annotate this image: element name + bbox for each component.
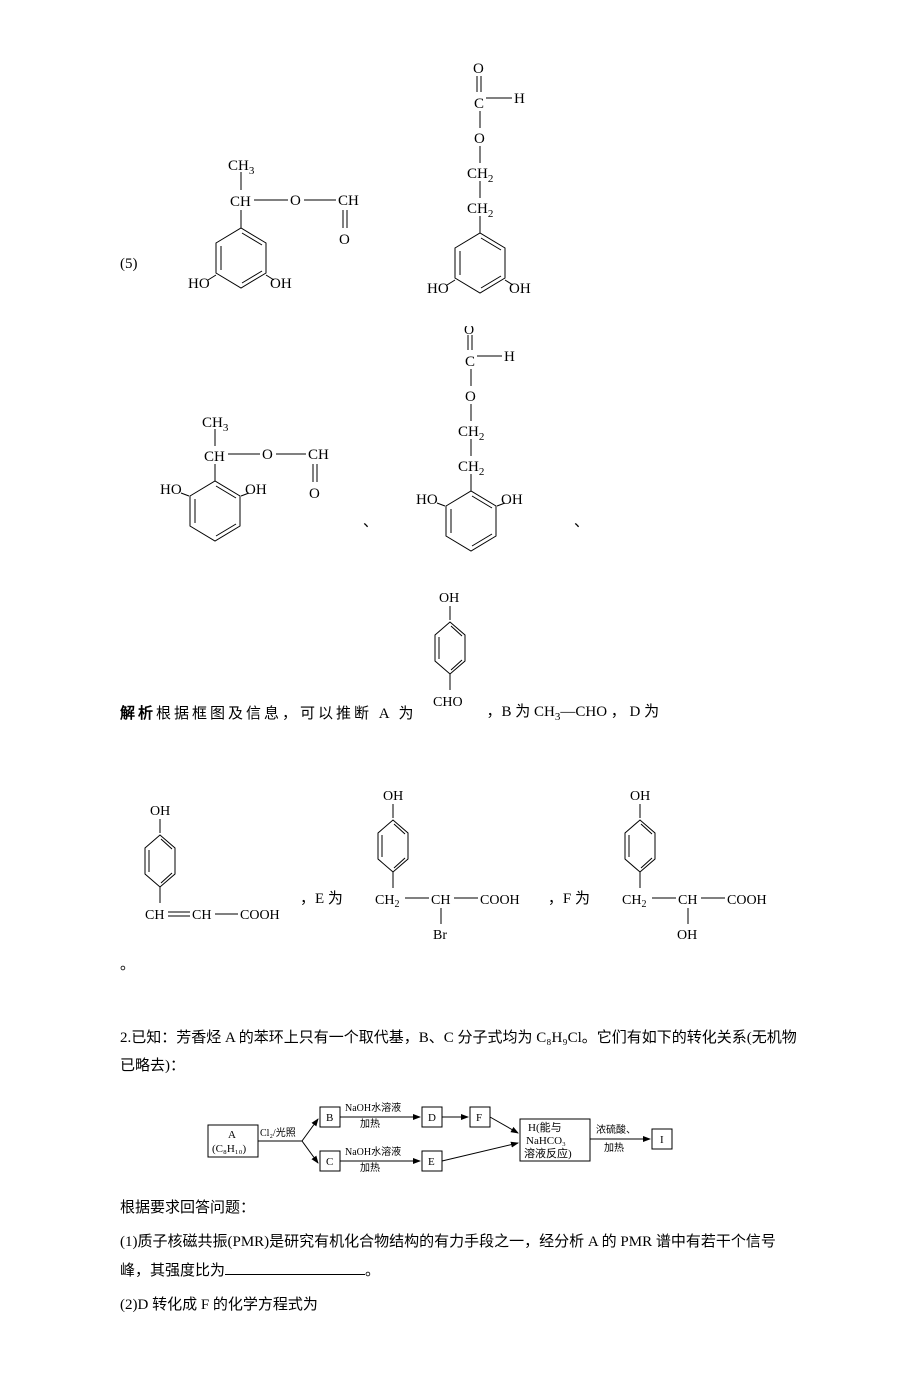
svg-text:B: B [326, 1112, 333, 1124]
svg-text:HO: HO [416, 492, 438, 508]
svg-text:C: C [474, 96, 484, 112]
svg-text:Cl₂/光照: Cl₂/光照 [260, 1126, 296, 1139]
molecule-3: HO OH CH CH3 O CH O [120, 401, 345, 576]
svg-text:CH: CH [204, 449, 225, 465]
svg-text:HO: HO [427, 281, 449, 297]
svg-text:OH: OH [270, 276, 292, 292]
molecule-A: OH CHO [417, 588, 487, 786]
svg-text:CH: CH [308, 447, 329, 463]
svg-text:CH2: CH2 [622, 893, 646, 910]
analysis-t5: 。 [120, 951, 135, 1018]
svg-text:CH: CH [678, 893, 697, 908]
svg-text:OH: OH [677, 928, 697, 943]
svg-text:O: O [474, 131, 485, 147]
svg-text:O: O [339, 232, 350, 248]
molecule-4: HO OH CH2 CH2 O C H O [396, 326, 556, 576]
sep-1 [361, 250, 401, 319]
svg-text:O: O [262, 447, 273, 463]
sep-2: 、 [345, 508, 396, 577]
svg-text:加热: 加热 [360, 1161, 380, 1174]
svg-text:H(能与: H(能与 [528, 1120, 562, 1134]
svg-text:OH: OH [501, 492, 523, 508]
svg-text:溶液反应): 溶液反应) [524, 1146, 572, 1160]
q2-p1a: (1)质子核磁共振(PMR)是研究有机化合物结构的有力手段之一，经分析 A 的 … [120, 1234, 776, 1279]
svg-text:HO: HO [160, 482, 182, 498]
svg-text:HO: HO [188, 276, 210, 292]
q2-p1b: 。 [365, 1263, 380, 1279]
svg-text:H: H [514, 91, 525, 107]
analysis-line-2: OH CH CH COOH ，E 为 OH [120, 786, 800, 1018]
svg-text:(C₈H₁₀): (C₈H₁₀) [212, 1143, 246, 1155]
svg-text:O: O [473, 61, 484, 77]
molecule-1: HO OH CH CH3 O CH O [146, 128, 361, 318]
svg-text:O: O [464, 326, 474, 338]
svg-text:F: F [476, 1112, 482, 1124]
svg-text:CH: CH [230, 194, 251, 210]
molecule-2: HO OH CH2 CH2 O C H O [400, 48, 570, 318]
q2-p1: (1)质子核磁共振(PMR)是研究有机化合物结构的有力手段之一，经分析 A 的 … [120, 1228, 800, 1285]
analysis-head: 解析 [120, 700, 156, 787]
svg-text:浓硫酸、: 浓硫酸、 [596, 1123, 636, 1136]
svg-text:CH2: CH2 [375, 893, 399, 910]
q2-p2: (2)D 转化成 F 的化学方程式为 [120, 1291, 800, 1320]
sep-3: 、 [556, 508, 607, 577]
q2-stem: 2.已知：芳香烃 A 的苯环上只有一个取代基，B、C 分子式均为 C₈H₉Cl。… [120, 1024, 800, 1081]
svg-text:OH: OH [245, 482, 267, 498]
svg-text:OH: OH [150, 804, 170, 819]
q5-row-2: HO OH CH CH3 O CH O 、 [120, 326, 800, 576]
svg-text:NaOH水溶液: NaOH水溶液 [345, 1145, 401, 1158]
svg-text:CH: CH [145, 908, 164, 923]
molecule-D: OH CH CH COOH [120, 801, 300, 951]
svg-text:CH: CH [338, 193, 359, 209]
svg-text:I: I [660, 1134, 664, 1146]
svg-text:加热: 加热 [360, 1117, 380, 1130]
svg-text:C: C [326, 1156, 333, 1168]
flowchart: A (C₈H₁₀) Cl₂/光照 B C NaOH水溶液 加热 D [120, 1089, 800, 1184]
svg-text:E: E [428, 1156, 435, 1168]
svg-text:OH: OH [439, 591, 459, 606]
q2-req: 根据要求回答问题： [120, 1194, 800, 1223]
svg-text:O: O [465, 389, 476, 405]
svg-text:O: O [290, 193, 301, 209]
molecule-F: OH CH2 CH COOH OH [590, 786, 795, 951]
svg-text:NaOH水溶液: NaOH水溶液 [345, 1101, 401, 1114]
svg-text:NaHCO₃: NaHCO₃ [526, 1135, 566, 1147]
svg-text:OH: OH [383, 789, 403, 804]
analysis-t2: ，B 为 CH3—CHO ， D 为 [487, 698, 660, 786]
svg-text:COOH: COOH [240, 908, 280, 923]
q5-label: (5) [120, 250, 146, 319]
svg-text:COOH: COOH [480, 893, 520, 908]
q5-row-1: (5) HO OH CH CH3 [120, 48, 800, 318]
blank-1 [225, 1259, 365, 1275]
svg-text:H: H [504, 349, 515, 365]
svg-text:加热: 加热 [604, 1141, 624, 1154]
analysis-t4: ，F 为 [548, 885, 590, 952]
svg-text:D: D [428, 1112, 436, 1124]
svg-text:COOH: COOH [727, 893, 767, 908]
svg-text:OH: OH [630, 789, 650, 804]
svg-text:Br: Br [433, 928, 447, 943]
svg-text:O: O [309, 486, 320, 502]
svg-text:CHO: CHO [433, 695, 463, 710]
svg-text:CH: CH [192, 908, 211, 923]
svg-text:CH: CH [431, 893, 450, 908]
svg-text:C: C [465, 354, 475, 370]
analysis-t3: ，E 为 [300, 885, 343, 952]
page-root: (5) HO OH CH CH3 [0, 0, 920, 1386]
svg-text:OH: OH [509, 281, 531, 297]
analysis-line-1: 解析 根据框图及信息，可以推断 A 为 OH CHO ，B 为 CH3—CHO … [120, 588, 800, 786]
svg-text:A: A [228, 1129, 236, 1141]
molecule-E: OH CH2 CH COOH Br [343, 786, 548, 951]
analysis-t1: 根据框图及信息，可以推断 A 为 [156, 700, 417, 787]
